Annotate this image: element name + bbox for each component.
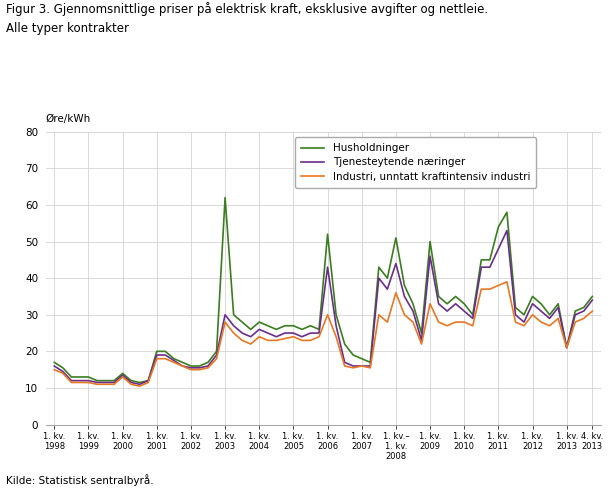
Text: Figur 3. Gjennomsnittlige priser på elektrisk kraft, eksklusive avgifter og nett: Figur 3. Gjennomsnittlige priser på elek…	[6, 2, 488, 17]
Husholdninger	[409, 301, 417, 307]
Industri, unntatt kraftintensiv industri	[358, 363, 365, 369]
Husholdninger	[418, 330, 425, 336]
Industri, unntatt kraftintensiv industri	[589, 308, 596, 314]
Text: Alle typer kontrakter: Alle typer kontrakter	[6, 22, 129, 35]
Industri, unntatt kraftintensiv industri	[324, 312, 331, 318]
Legend: Husholdninger, Tjenesteytende næringer, Industri, unntatt kraftintensiv industri: Husholdninger, Tjenesteytende næringer, …	[295, 137, 536, 188]
Tjenesteytende næringer	[358, 363, 365, 369]
Tjenesteytende næringer	[281, 330, 289, 336]
Industri, unntatt kraftintensiv industri	[119, 374, 126, 380]
Husholdninger	[119, 370, 126, 376]
Tjenesteytende næringer	[324, 264, 331, 270]
Husholdninger	[589, 293, 596, 299]
Tjenesteytende næringer	[51, 363, 58, 369]
Industri, unntatt kraftintensiv industri	[503, 279, 511, 285]
Husholdninger	[51, 359, 58, 365]
Industri, unntatt kraftintensiv industri	[401, 312, 408, 318]
Tjenesteytende næringer	[119, 372, 126, 378]
Husholdninger	[332, 312, 340, 318]
Tjenesteytende næringer	[409, 308, 417, 314]
Husholdninger	[367, 359, 374, 365]
Industri, unntatt kraftintensiv industri	[281, 336, 289, 342]
Line: Husholdninger: Husholdninger	[54, 198, 592, 383]
Tjenesteytende næringer	[503, 227, 511, 233]
Tjenesteytende næringer	[136, 382, 143, 387]
Text: Øre/kWh: Øre/kWh	[46, 115, 91, 124]
Tjenesteytende næringer	[589, 297, 596, 303]
Line: Tjenesteytende næringer: Tjenesteytende næringer	[54, 230, 592, 385]
Industri, unntatt kraftintensiv industri	[136, 383, 143, 389]
Industri, unntatt kraftintensiv industri	[51, 367, 58, 373]
Line: Industri, unntatt kraftintensiv industri: Industri, unntatt kraftintensiv industri	[54, 282, 592, 386]
Husholdninger	[221, 195, 229, 201]
Husholdninger	[290, 323, 297, 329]
Husholdninger	[136, 380, 143, 386]
Industri, unntatt kraftintensiv industri	[409, 319, 417, 325]
Text: Kilde: Statistisk sentralbyrå.: Kilde: Statistisk sentralbyrå.	[6, 474, 154, 486]
Tjenesteytende næringer	[401, 293, 408, 299]
